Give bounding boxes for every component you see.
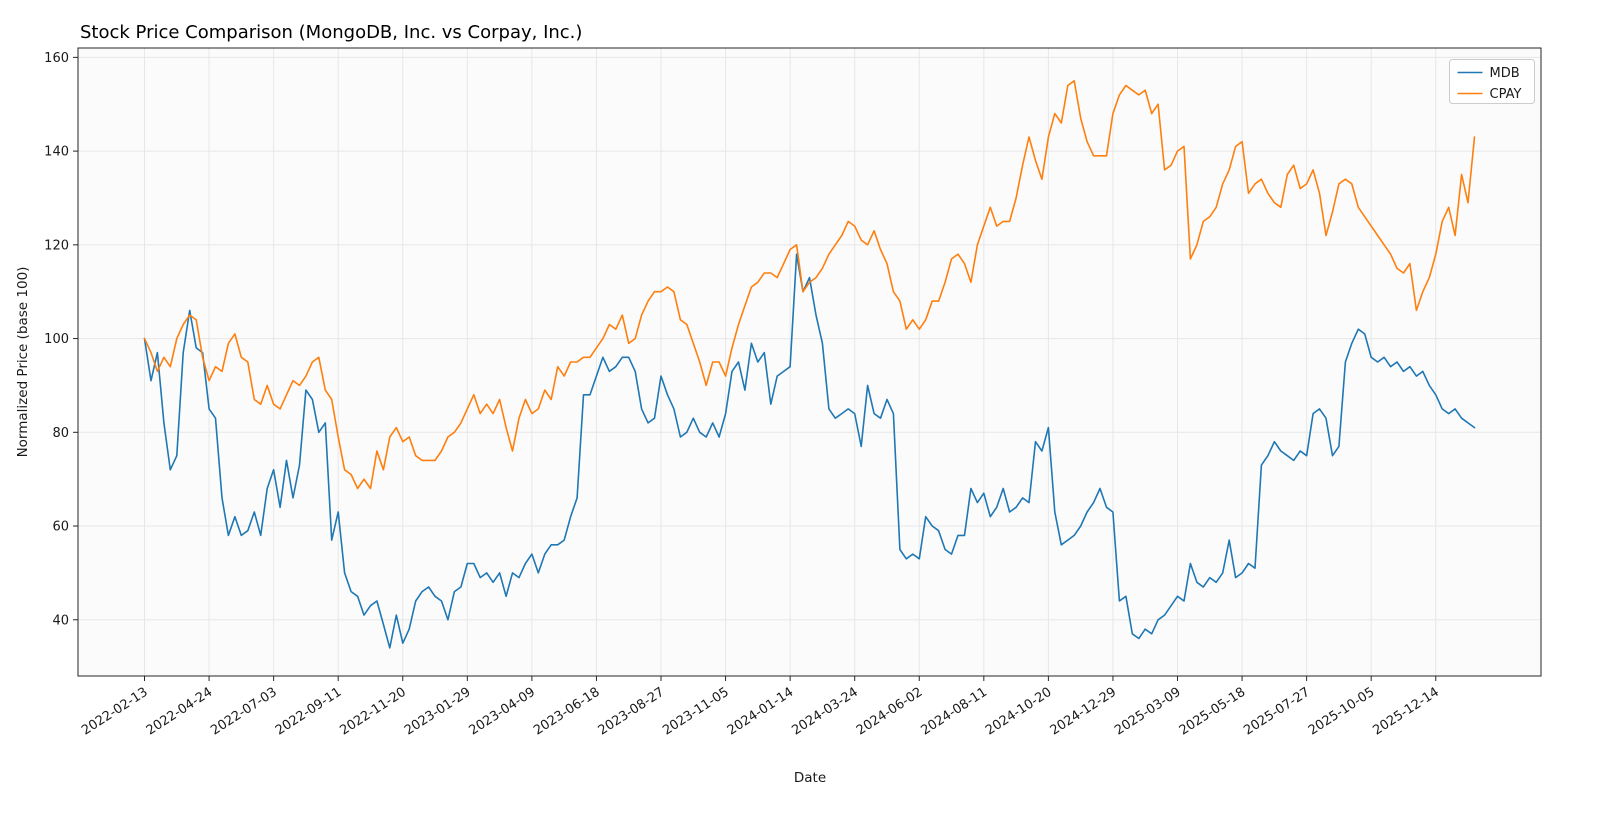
x-tick-label: 2024-06-02 <box>854 685 926 739</box>
y-tick-label: 120 <box>44 238 69 253</box>
y-tick-label: 100 <box>44 332 69 347</box>
y-tick-label: 40 <box>52 613 69 628</box>
y-tick-label: 80 <box>52 426 69 441</box>
series-line-CPAY <box>143 80 1476 490</box>
x-tick-label: 2022-04-24 <box>144 685 216 739</box>
x-tick-label: 2023-04-09 <box>467 685 539 739</box>
x-tick-label: 2024-10-20 <box>983 685 1055 739</box>
plot-background <box>78 48 1541 676</box>
x-tick-label: 2022-07-03 <box>208 685 280 739</box>
chart-title: Stock Price Comparison (MongoDB, Inc. vs… <box>80 22 582 43</box>
legend-label-MDB: MDB <box>1490 66 1520 81</box>
x-tick-label: 2024-01-14 <box>725 685 797 739</box>
y-axis-label: Normalized Price (base 100) <box>15 267 31 458</box>
x-tick-label: 2025-12-14 <box>1370 685 1442 739</box>
axes-frame <box>77 47 1542 677</box>
x-tick-label: 2023-11-05 <box>660 685 732 739</box>
x-tick-label: 2025-05-18 <box>1177 685 1249 739</box>
series-line-MDB <box>143 253 1476 649</box>
x-tick-label: 2023-08-27 <box>596 685 668 739</box>
x-tick-label: 2025-10-05 <box>1306 685 1378 739</box>
x-tick-label: 2024-12-29 <box>1048 685 1120 739</box>
x-tick-label: 2025-07-27 <box>1241 685 1313 739</box>
x-tick-label: 2022-11-20 <box>337 685 409 739</box>
legend-box <box>1449 59 1535 104</box>
plot-layer: 4060801001201401602022-02-132022-04-2420… <box>44 47 1542 739</box>
x-tick-label: 2025-03-09 <box>1112 685 1184 739</box>
x-tick-label: 2023-01-29 <box>402 685 474 739</box>
x-tick-label: 2022-09-11 <box>273 685 345 739</box>
legend-label-CPAY: CPAY <box>1490 87 1522 102</box>
y-tick-label: 140 <box>44 145 69 160</box>
x-axis-label: Date <box>794 770 826 786</box>
x-tick-label: 2024-03-24 <box>789 685 861 739</box>
x-tick-label: 2022-02-13 <box>79 685 151 739</box>
x-tick-label: 2023-06-18 <box>531 685 603 739</box>
y-tick-label: 60 <box>52 520 69 535</box>
y-tick-label: 160 <box>44 51 69 66</box>
x-tick-label: 2024-08-11 <box>918 685 990 739</box>
